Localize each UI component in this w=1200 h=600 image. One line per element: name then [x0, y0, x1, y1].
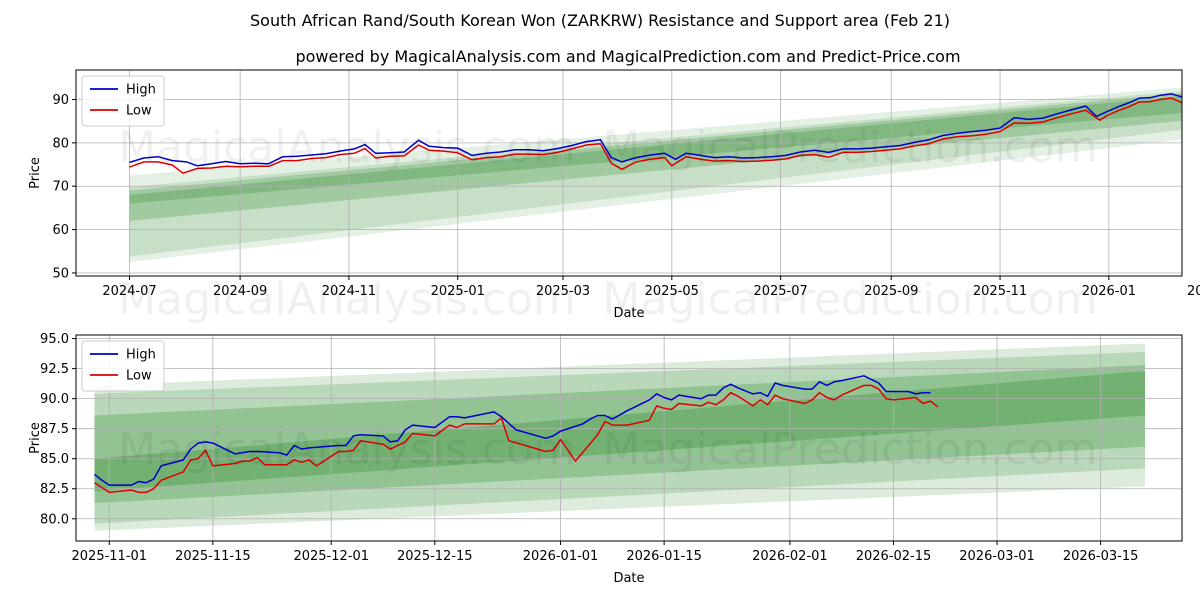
x-axis-label: Date: [613, 571, 644, 586]
watermark-mid-left: MagicalAnalysis.com: [118, 274, 576, 325]
watermark-top-left: MagicalAnalysis.com: [118, 122, 576, 173]
y-tick-label: 90.0: [40, 392, 69, 407]
legend-label-high: High: [126, 83, 156, 98]
x-tick-label: 2025-12-15: [397, 549, 473, 564]
y-tick-label: 95.0: [40, 332, 69, 347]
y-tick-label: 60: [52, 223, 69, 238]
zoom-chart: 2025-11-01 2025-11-15 2025-12-01 2025-12-15…: [28, 332, 1183, 586]
watermark-bottom-right: MagicalPrediction.com: [603, 424, 1098, 475]
y-tick-label: 82.5: [40, 482, 69, 497]
x-tick-label: 2025-07: [753, 284, 807, 299]
watermark-bottom-left: MagicalAnalysis.com: [118, 424, 576, 475]
x-tick-label: 2026-01-15: [626, 549, 702, 564]
series-line-high: [94, 375, 931, 486]
band-3: [129, 95, 1182, 204]
watermark-mid-right: MagicalPrediction.com: [603, 274, 1098, 325]
x-tick-label: 2026-02-01: [752, 549, 828, 564]
legend-label-low: Low: [126, 104, 152, 119]
band-2: [94, 365, 1146, 504]
x-tick-label: 2025-09: [864, 284, 918, 299]
legend-label-low: Low: [126, 369, 152, 384]
x-tick-label: 2024-09: [213, 284, 267, 299]
grid: [76, 70, 1182, 276]
x-tick-label: 2026-01-01: [523, 549, 599, 564]
band-0: [129, 87, 1182, 263]
y-axis-label: Price: [28, 157, 43, 189]
y-tick-label: 80: [52, 136, 69, 151]
x-tick-label: 2025-03: [536, 284, 590, 299]
legend: High Low: [81, 75, 165, 127]
y-tick-label: 70: [52, 180, 69, 195]
y-tick-label: 80.0: [40, 512, 69, 527]
x-tick-label: 2025-05: [645, 284, 699, 299]
band-3: [94, 371, 1146, 492]
plot-frame: [75, 334, 1183, 542]
band-0: [94, 343, 1146, 531]
legend: High Low: [81, 340, 165, 392]
y-axis-label: Price: [28, 422, 43, 454]
x-tick-label: 2024-11: [322, 284, 376, 299]
x-tick-label: 2026-03-15: [1063, 549, 1139, 564]
chart-subtitle: powered by MagicalAnalysis.com and Magic…: [295, 47, 960, 66]
series-line-low: [129, 97, 1182, 174]
x-tick-label: 2026-03-01: [959, 549, 1035, 564]
plot-frame: [75, 69, 1183, 277]
y-tick-label: 87.5: [40, 422, 69, 437]
band-1: [129, 91, 1182, 257]
y-tick-label: 85.0: [40, 452, 69, 467]
x-tick-label: 2025-11-15: [175, 549, 251, 564]
x-tick-label: 2025-11-01: [72, 549, 148, 564]
y-tick-label: 92.5: [40, 362, 69, 377]
x-tick-label: 2026-03: [1187, 284, 1200, 299]
y-tick-label: 50: [52, 266, 69, 281]
y-tick-label: 90: [52, 93, 69, 108]
x-tick-label: 2025-12-01: [293, 549, 369, 564]
chart-title: South African Rand/South Korean Won (ZAR…: [250, 11, 950, 30]
x-tick-label: 2025-01: [431, 284, 485, 299]
series-line-low: [94, 384, 939, 494]
legend-label-high: High: [126, 348, 156, 363]
overview-chart: 2024-07 2024-09 2024-11 2025-01 2025-03 2025-…: [28, 69, 1200, 321]
x-tick-label: 2026-01: [1082, 284, 1136, 299]
x-axis-label: Date: [613, 306, 644, 321]
x-tick-label: 2025-11: [973, 284, 1027, 299]
x-tick-label: 2026-02-15: [856, 549, 932, 564]
x-tick-label: 2024-07: [102, 284, 156, 299]
support-resistance-bands: [129, 87, 1182, 263]
band-2: [129, 93, 1182, 221]
series-line-high: [129, 93, 1182, 167]
watermark-top-right: MagicalPrediction.com: [603, 122, 1098, 173]
